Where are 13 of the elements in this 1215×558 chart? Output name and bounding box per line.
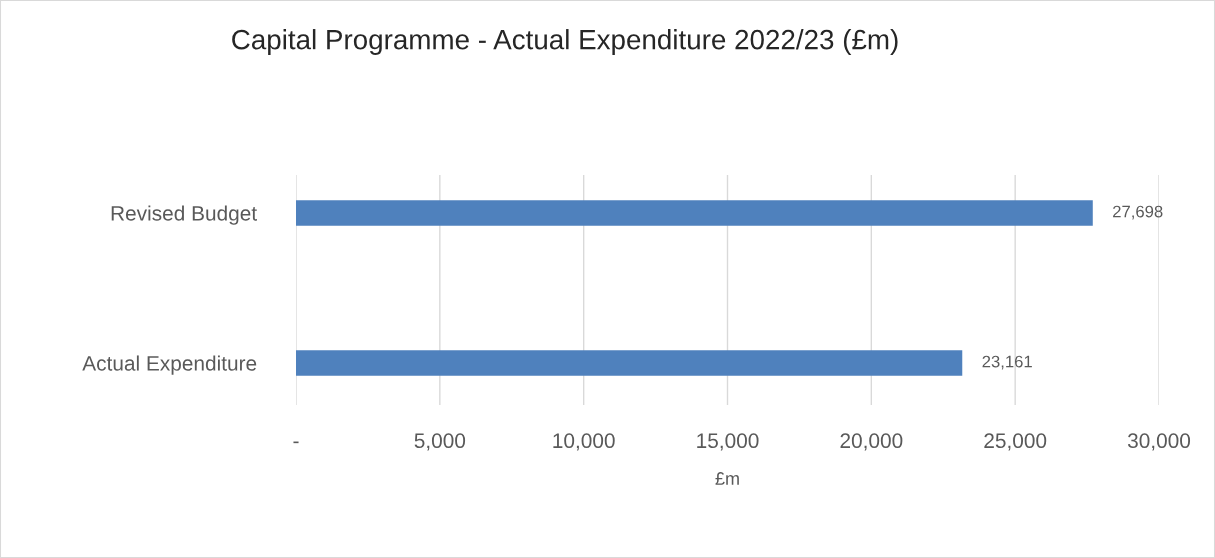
x-tick-label: 10,000 bbox=[553, 433, 615, 451]
x-tick-label: 20,000 bbox=[840, 433, 903, 451]
data-label: 23,161 bbox=[982, 355, 1032, 370]
x-tick-label: 5,000 bbox=[414, 433, 466, 451]
data-label: 27,698 bbox=[1113, 205, 1163, 220]
x-tick-label: 15,000 bbox=[697, 433, 759, 451]
x-axis-title: £m bbox=[715, 472, 739, 485]
x-tick-label: 25,000 bbox=[984, 433, 1047, 451]
x-tick-label: 30,000 bbox=[1127, 433, 1191, 451]
y-tick-label: Actual Expenditure bbox=[82, 355, 257, 375]
x-tick-label: - bbox=[293, 441, 299, 444]
chart-title: Capital Programme - Actual Expenditure 2022/23 (£m) bbox=[232, 29, 898, 55]
y-tick-label: Revised Budget bbox=[111, 205, 257, 225]
